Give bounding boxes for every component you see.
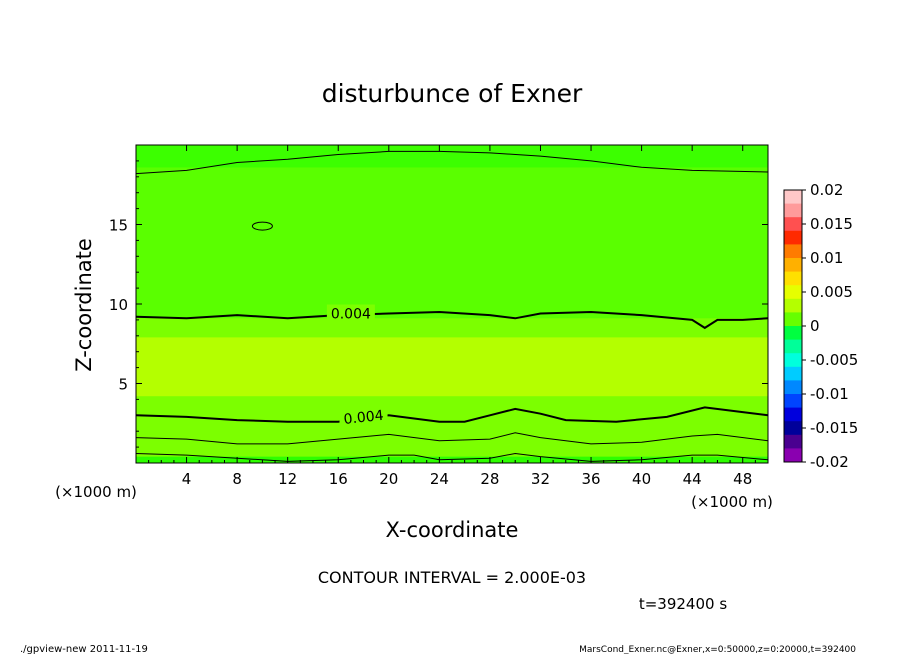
contour-0.004-upper <box>135 310 769 330</box>
contour-0.002-top <box>135 150 769 175</box>
y-axis: 5 10 15 <box>109 160 768 448</box>
contour-label-bg <box>339 407 388 424</box>
x-axis-label: X-coordinate <box>386 518 519 542</box>
colorbar-swatch <box>784 434 802 449</box>
footer-left: ./gpview-new 2011-11-19 <box>20 644 148 654</box>
colorbar-swatch <box>784 312 802 327</box>
colorbar-swatch <box>784 353 802 368</box>
plot-area: 0.004 0.004 <box>135 144 769 464</box>
contour-label-bg <box>326 304 375 321</box>
colorbar-label: 0.01 <box>810 249 843 267</box>
y-axis-label: Z-coordinate <box>72 238 96 372</box>
colorbar-label: 0.005 <box>810 283 853 301</box>
colorbar-swatch <box>784 190 802 205</box>
colorbar-label: -0.02 <box>810 453 849 471</box>
colorbar-swatch <box>784 271 802 286</box>
contour-0.002-lower <box>135 432 769 445</box>
colorbar-swatch <box>784 258 802 273</box>
contour-0-bottom <box>135 452 769 462</box>
colorbar-swatch <box>784 230 802 245</box>
y-tick-label: 10 <box>109 296 128 314</box>
field-band-middle <box>136 337 768 397</box>
colorbar-label: -0.01 <box>810 385 849 403</box>
colorbar-swatch <box>784 244 802 259</box>
x-tick-label: 36 <box>581 470 600 488</box>
x-tick-label: 24 <box>430 470 449 488</box>
y-tick-label: 5 <box>118 376 128 394</box>
x-unit-right: (×1000 m) <box>691 493 773 511</box>
colorbar-swatch <box>784 394 802 409</box>
contour-label: 0.004 <box>343 408 385 428</box>
y-tick-label: 15 <box>109 217 128 235</box>
contour-small-closed <box>251 221 273 231</box>
footer-right: MarsCond_Exner.nc@Exner,x=0:50000,z=0:20… <box>579 645 856 654</box>
x-tick-label: 20 <box>379 470 398 488</box>
x-unit-left: (×1000 m) <box>55 483 137 501</box>
colorbar-label: 0.02 <box>810 181 843 199</box>
colorbar-swatch <box>784 407 802 422</box>
colorbar-swatch <box>784 366 802 381</box>
field-band-upper <box>136 167 768 319</box>
colorbar-swatch <box>784 421 802 436</box>
colorbar-swatch <box>784 448 802 463</box>
chart-title: disturbunce of Exner <box>322 79 583 108</box>
colorbar-label: 0.015 <box>810 215 853 233</box>
x-axis: 4 8 12 16 20 24 28 32 36 40 44 48 <box>148 145 756 488</box>
x-tick-label: 32 <box>531 470 550 488</box>
colorbar-swatch <box>784 339 802 354</box>
colorbar-swatch <box>784 203 802 218</box>
time-label: t=392400 s <box>639 595 727 613</box>
contour-labels: 0.004 0.004 <box>326 304 388 428</box>
colorbar-label: -0.015 <box>810 419 858 437</box>
x-tick-label: 16 <box>329 470 348 488</box>
contour-0.004-lower <box>135 406 769 423</box>
colorbar-swatch <box>784 326 802 341</box>
x-tick-label: 48 <box>733 470 752 488</box>
x-tick-label: 12 <box>278 470 297 488</box>
colorbar-swatch <box>784 380 802 395</box>
colorbar-label: -0.005 <box>810 351 858 369</box>
colorbar: 0.02 0.015 0.01 0.005 0 -0.005 -0.01 -0.015 -0.0… <box>783 181 858 471</box>
x-tick-label: 4 <box>182 470 192 488</box>
contour-lines <box>135 150 769 462</box>
contour-label: 0.004 <box>331 307 371 323</box>
x-tick-label: 44 <box>683 470 702 488</box>
colorbar-label: 0 <box>810 317 820 335</box>
contour-interval-text: CONTOUR INTERVAL = 2.000E-03 <box>318 568 586 587</box>
x-tick-label: 40 <box>632 470 651 488</box>
x-tick-label: 28 <box>480 470 499 488</box>
x-tick-label: 8 <box>232 470 242 488</box>
colorbar-swatch <box>784 217 802 232</box>
colorbar-swatch <box>784 298 802 313</box>
colorbar-swatch <box>784 285 802 300</box>
field-band-top <box>136 145 768 168</box>
